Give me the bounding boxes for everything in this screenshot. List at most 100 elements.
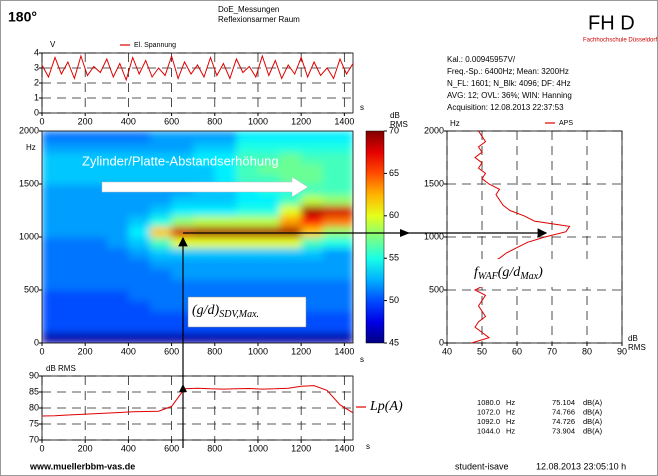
heatmap-cell [280,152,302,163]
heatmap-cell [42,226,64,237]
x-tick-label: 600 [164,346,179,356]
heatmap-cell [85,322,107,333]
heatmap-cell [128,205,150,216]
heatmap-cell [107,322,129,333]
axis-unit: Hz [450,119,460,128]
heatmap-cell [42,290,64,301]
heatmap-cell [85,216,107,227]
axis-unit: dB [628,334,638,343]
table-cell: 1092.0 [477,417,500,426]
heatmap-cell [42,216,64,227]
heatmap-cell [301,173,323,184]
heatmap-cell [64,195,86,206]
x-tick-label: 1200 [291,116,311,126]
heatmap-cell [150,279,172,290]
x-tick-label: 40 [442,346,452,356]
heatmap-cell [64,332,86,343]
heatmap-cell [85,279,107,290]
y-tick-label: 90 [29,370,39,380]
heatmap-cell [301,279,323,290]
y-tick-label: 1500 [424,178,444,188]
heatmap-cell [64,269,86,280]
heatmap-cell [128,131,150,142]
heatmap-cell [236,131,258,142]
heatmap-cell [85,269,107,280]
x-tick-label: 1000 [248,346,268,356]
heatmap-cell [64,226,86,237]
legend-label: Lp(A) [369,399,403,414]
x-tick-label: 200 [78,116,93,126]
info-line: Kal.: 0.00945957V/ [447,55,516,64]
heatmap-cell [258,258,280,269]
heatmap-cell [107,279,129,290]
y-tick-label: 80 [29,402,39,412]
heatmap-cell [215,226,237,237]
heatmap-cell [258,131,280,142]
heatmap-cell [215,258,237,269]
table-cell: Hz [506,426,515,435]
heatmap-cell [64,142,86,153]
heatmap-cell [107,301,129,312]
heatmap-cell [42,322,64,333]
heatmap-cell [64,311,86,322]
heatmap-cell [128,290,150,301]
axis-unit: dB RMS [46,364,76,373]
heatmap-cell [236,237,258,248]
heatmap-cell [42,237,64,248]
heatmap-cell [236,258,258,269]
heatmap-cell [258,279,280,290]
heatmap-cell [128,269,150,280]
heatmap-cell [107,258,129,269]
heatmap-cell [215,237,237,248]
heatmap-cell [150,131,172,142]
heatmap-cell [193,195,215,206]
x-tick-label: 80 [582,346,592,356]
heatmap-cell [323,269,354,280]
annotation-label: Zylinder/Platte-Abstandserhöhung [82,153,279,168]
heatmap-cell [42,184,64,195]
heatmap-cell [150,237,172,248]
y-tick-label: 2000 [19,125,39,135]
angle: 180° [8,9,37,25]
x-tick-label: 0 [39,116,44,126]
heatmap-cell [258,332,280,343]
table-cell: 75.104 [552,398,575,407]
axis-unit: s [360,355,364,364]
heatmap-cell [85,258,107,269]
x-tick-label: 400 [121,346,136,356]
axis-unit: s [366,442,370,451]
x-tick-label: 1000 [248,443,268,453]
heatmap-cell [258,226,280,237]
heatmap-cell [64,131,86,142]
table-cell: dB(A) [583,426,603,435]
heatmap-cell [193,258,215,269]
heatmap-cell [107,248,129,259]
x-tick-label: 0 [39,346,44,356]
heatmap-cell [215,195,237,206]
heatmap-cell [150,248,172,259]
info-line: N_FL: 1601; N_Blk: 4096; DF: 4Hz [447,79,571,88]
axis-unit: Hz [26,143,36,152]
y-tick-label: 500 [429,284,444,294]
heatmap-cell [172,205,194,216]
y-tick-label: 1500 [19,178,39,188]
heatmap-cell [64,322,86,333]
footer-user: student-isave [455,461,509,471]
heatmap-cell [323,279,354,290]
heatmap-cell [85,195,107,206]
heatmap-cell [42,152,64,163]
heatmap-cell [128,311,150,322]
heatmap-cell [150,290,172,301]
heatmap-cell [42,163,64,174]
heatmap-cell [323,142,354,153]
heatmap-cell [193,332,215,343]
heatmap-cell [236,332,258,343]
colorbar-tick-label: 65 [389,168,399,178]
heatmap-cell [150,322,172,333]
table-cell: Hz [506,407,515,416]
heatmap-cell [128,322,150,333]
heatmap-cell [323,163,354,174]
table-cell: 1080.0 [477,398,500,407]
heatmap-cell [107,237,129,248]
heatmap-cell [301,205,323,216]
